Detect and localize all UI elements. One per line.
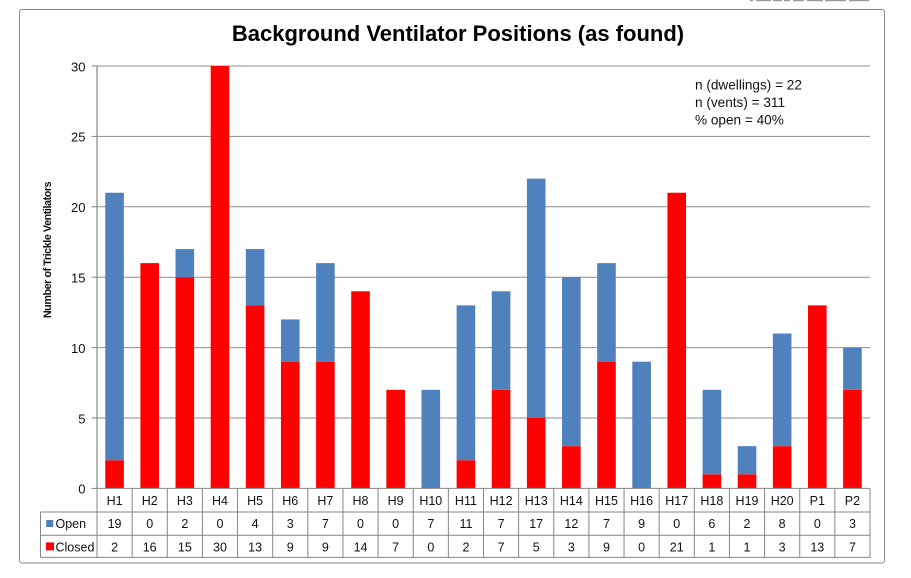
svg-text:17: 17 xyxy=(529,517,543,531)
svg-text:P1: P1 xyxy=(810,494,825,508)
svg-text:H17: H17 xyxy=(665,494,688,508)
svg-text:0: 0 xyxy=(673,517,680,531)
svg-text:H4: H4 xyxy=(212,494,228,508)
svg-text:6: 6 xyxy=(708,517,715,531)
svg-text:7: 7 xyxy=(498,540,505,554)
svg-text:0: 0 xyxy=(78,482,85,497)
svg-text:H8: H8 xyxy=(353,494,369,508)
svg-text:H6: H6 xyxy=(282,494,298,508)
svg-text:2: 2 xyxy=(111,540,118,554)
svg-text:H15: H15 xyxy=(595,494,618,508)
svg-text:H20: H20 xyxy=(771,494,794,508)
svg-text:H2: H2 xyxy=(142,494,158,508)
svg-text:Number of Trickle Ventilators: Number of Trickle Ventilators xyxy=(42,181,54,318)
svg-text:5: 5 xyxy=(78,411,85,426)
svg-text:30: 30 xyxy=(71,59,85,74)
svg-text:H10: H10 xyxy=(419,494,442,508)
svg-text:H16: H16 xyxy=(630,494,653,508)
svg-text:0: 0 xyxy=(427,540,434,554)
svg-text:8: 8 xyxy=(779,517,786,531)
svg-text:0: 0 xyxy=(638,540,645,554)
svg-text:3: 3 xyxy=(568,540,575,554)
svg-text:5: 5 xyxy=(533,540,540,554)
svg-text:H14: H14 xyxy=(560,494,583,508)
svg-text:7: 7 xyxy=(392,540,399,554)
svg-text:% open = 40%: % open = 40% xyxy=(695,113,784,128)
svg-text:15: 15 xyxy=(71,271,85,286)
svg-text:1: 1 xyxy=(744,540,751,554)
svg-text:7: 7 xyxy=(603,517,610,531)
svg-text:14: 14 xyxy=(354,540,368,554)
svg-text:13: 13 xyxy=(810,540,824,554)
svg-text:12: 12 xyxy=(564,517,578,531)
svg-text:7: 7 xyxy=(498,517,505,531)
svg-text:H19: H19 xyxy=(736,494,759,508)
svg-text:H1: H1 xyxy=(107,494,123,508)
svg-text:7: 7 xyxy=(322,517,329,531)
svg-text:2: 2 xyxy=(181,517,188,531)
svg-text:H12: H12 xyxy=(490,494,513,508)
svg-text:H3: H3 xyxy=(177,494,193,508)
svg-text:1: 1 xyxy=(708,540,715,554)
svg-text:15: 15 xyxy=(178,540,192,554)
svg-text:4: 4 xyxy=(252,517,259,531)
svg-text:2: 2 xyxy=(462,540,469,554)
svg-text:P2: P2 xyxy=(845,494,860,508)
svg-text:0: 0 xyxy=(217,517,224,531)
svg-text:9: 9 xyxy=(287,540,294,554)
svg-text:H13: H13 xyxy=(525,494,548,508)
svg-text:3: 3 xyxy=(287,517,294,531)
svg-text:n (vents) = 311: n (vents) = 311 xyxy=(695,95,785,110)
svg-text:10: 10 xyxy=(71,341,85,356)
svg-text:H11: H11 xyxy=(455,494,477,508)
svg-text:9: 9 xyxy=(603,540,610,554)
svg-text:H18: H18 xyxy=(700,494,723,508)
svg-text:3: 3 xyxy=(849,517,856,531)
svg-text:20: 20 xyxy=(71,200,85,215)
svg-text:H7: H7 xyxy=(317,494,333,508)
svg-text:n (dwellings) = 22: n (dwellings) = 22 xyxy=(695,78,802,93)
svg-text:0: 0 xyxy=(814,517,821,531)
svg-text:H5: H5 xyxy=(247,494,263,508)
svg-text:9: 9 xyxy=(322,540,329,554)
svg-text:21: 21 xyxy=(670,540,684,554)
svg-text:19: 19 xyxy=(108,517,122,531)
svg-text:0: 0 xyxy=(146,517,153,531)
svg-text:25: 25 xyxy=(71,130,85,145)
svg-text:H9: H9 xyxy=(388,494,404,508)
svg-text:30: 30 xyxy=(213,540,227,554)
svg-text:0: 0 xyxy=(392,517,399,531)
svg-text:16: 16 xyxy=(143,540,157,554)
svg-text:13: 13 xyxy=(248,540,262,554)
svg-text:Background Ventilator Position: Background Ventilator Positions (as foun… xyxy=(232,21,684,46)
svg-text:3: 3 xyxy=(779,540,786,554)
svg-text:11: 11 xyxy=(459,517,472,531)
svg-text:7: 7 xyxy=(427,517,434,531)
svg-text:9: 9 xyxy=(638,517,645,531)
svg-text:Closed: Closed xyxy=(56,540,95,554)
svg-text:2: 2 xyxy=(744,517,751,531)
svg-text:7: 7 xyxy=(849,540,856,554)
svg-text:Open: Open xyxy=(56,517,87,531)
svg-text:0: 0 xyxy=(357,517,364,531)
